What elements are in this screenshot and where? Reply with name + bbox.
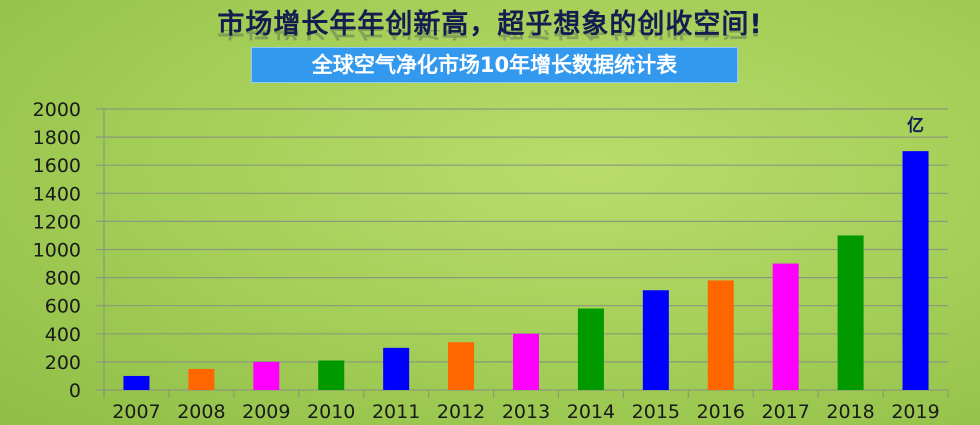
x-tick-label: 2014 (567, 401, 615, 423)
y-tick-label: 2000 (33, 99, 81, 121)
x-tick-label: 2007 (112, 401, 160, 423)
x-tick-label: 2016 (697, 401, 745, 423)
bar-2011 (383, 347, 410, 390)
x-tick-label: 2010 (307, 401, 355, 423)
bar-2018 (837, 235, 864, 390)
chart-title: 全球空气净化市场10年增长数据统计表 (251, 47, 738, 83)
x-tick-label: 2009 (242, 401, 290, 423)
headline: 市场增长年年创新高，超乎想象的创收空间! (217, 9, 763, 40)
x-tick-label: 2015 (632, 401, 680, 423)
bar-2016 (707, 280, 734, 390)
x-tick-label: 2017 (762, 401, 810, 423)
bar-2012 (448, 342, 475, 390)
x-tick-label: 2012 (437, 401, 485, 423)
y-tick-label: 1600 (33, 155, 81, 177)
y-tick-label: 800 (45, 268, 81, 290)
x-tick-label: 2008 (177, 401, 225, 423)
bar-2009 (253, 361, 280, 390)
bar-2017 (772, 263, 799, 390)
x-tick-label: 2011 (372, 401, 420, 423)
y-tick-label: 0 (69, 380, 81, 402)
y-tick-label: 400 (45, 324, 81, 346)
bar-2015 (642, 290, 669, 390)
x-tick-label: 2019 (891, 401, 939, 423)
y-tick-label: 1200 (33, 211, 81, 233)
bar-2008 (188, 368, 215, 390)
y-tick-label: 1000 (33, 240, 81, 262)
bar-2019 (902, 151, 929, 390)
x-tick-label: 2013 (502, 401, 550, 423)
y-tick-label: 1400 (33, 183, 81, 205)
y-tick-label: 200 (45, 352, 81, 374)
bar-2013 (513, 333, 539, 390)
x-tick-label: 2018 (826, 401, 874, 423)
bar-2010 (318, 360, 345, 390)
y-tick-label: 600 (45, 296, 81, 318)
unit-label: 亿 (907, 115, 924, 136)
bar-2014 (577, 308, 604, 390)
bar-2007 (123, 375, 150, 390)
y-tick-label: 1800 (33, 127, 81, 149)
